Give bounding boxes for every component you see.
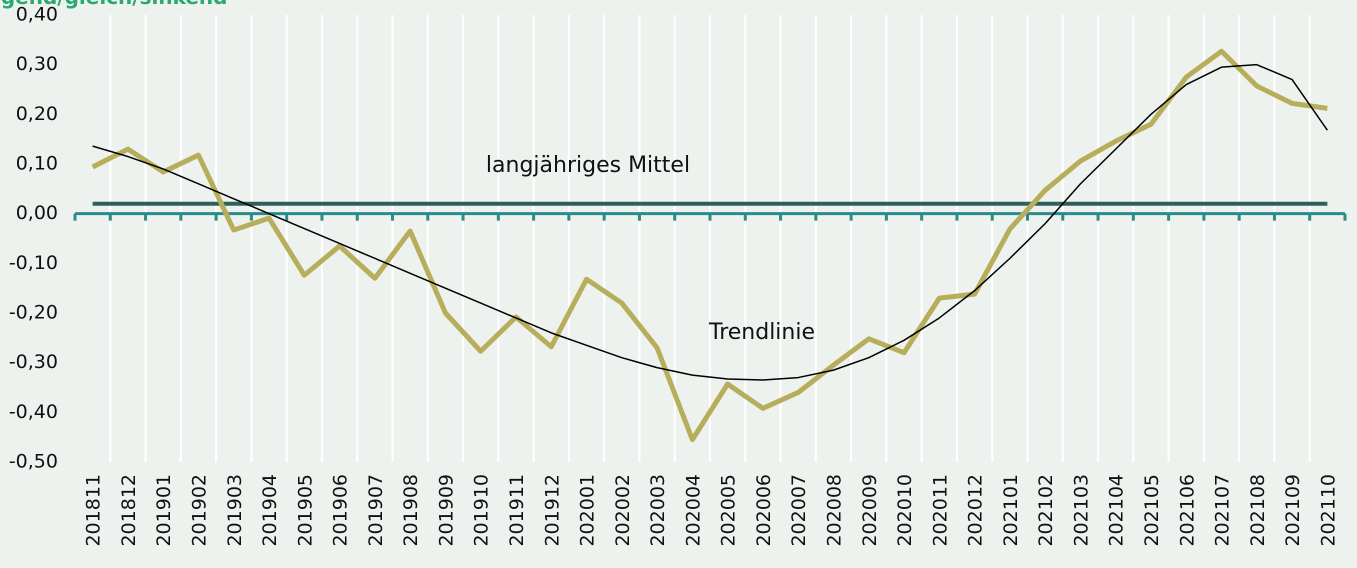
data-line [91, 48, 1328, 443]
x-tick-label: 202001 [577, 474, 599, 547]
x-tick-label: 202106 [1176, 474, 1198, 547]
x-tick-label: 202005 [718, 474, 740, 547]
x-tick-label: 202011 [929, 474, 951, 547]
y-tick-label: 0,00 [16, 202, 58, 224]
x-tick-label: 202104 [1106, 474, 1128, 547]
y-tick-label: 0,10 [16, 153, 58, 175]
y-tick-label: 0,30 [16, 53, 58, 75]
x-tick-label: 201906 [330, 474, 352, 547]
x-tick-label: 202109 [1282, 474, 1304, 547]
x-tick-label: 201912 [541, 474, 563, 547]
y-tick-label: 0,40 [16, 4, 58, 26]
x-tick-label: 202010 [894, 474, 916, 547]
x-tick-label: 202009 [859, 474, 881, 547]
chart-title: igend/gleich/sinkend [0, 0, 227, 9]
x-tick-label: 202003 [647, 474, 669, 547]
x-tick-label: 201909 [435, 474, 457, 547]
x-tick-label: 201904 [259, 474, 281, 547]
x-tick-label: 202110 [1317, 474, 1339, 547]
x-tick-label: 201901 [153, 474, 175, 547]
y-tick-label: -0,40 [9, 401, 58, 423]
x-tick-label: 201811 [83, 474, 105, 547]
x-tick-label: 201902 [188, 474, 210, 547]
x-tick-label: 202103 [1070, 474, 1092, 547]
x-tick-label: 202008 [823, 474, 845, 547]
x-tick-label: 201905 [294, 474, 316, 547]
x-tick-label: 202002 [612, 474, 634, 547]
y-tick-label: 0,20 [16, 103, 58, 125]
x-tick-label: 202102 [1035, 474, 1057, 547]
x-tick-label: 202108 [1247, 474, 1269, 547]
y-tick-label: -0,50 [9, 451, 58, 473]
y-tick-label: -0,10 [9, 252, 58, 274]
x-tick-label: 201908 [400, 474, 422, 547]
x-tick-label: 202101 [1000, 474, 1022, 547]
x-tick-label: 201910 [471, 474, 493, 547]
y-tick-label: -0,20 [9, 302, 58, 324]
x-tick-label: 201907 [365, 474, 387, 547]
x-tick-label: 201911 [506, 474, 528, 547]
trend-line [92, 63, 1328, 381]
x-tick-label: 201903 [224, 474, 246, 547]
annotation: langjähriges Mittel [486, 153, 690, 178]
x-tick-label: 202107 [1212, 474, 1234, 547]
y-tick-label: -0,30 [9, 351, 58, 373]
x-tick-label: 202006 [753, 474, 775, 547]
x-tick-label: 202007 [788, 474, 810, 547]
x-tick-label: 202012 [965, 474, 987, 547]
annotation: Trendlinie [708, 320, 815, 345]
x-tick-label: 202105 [1141, 474, 1163, 547]
x-tick-label: 202004 [682, 474, 704, 547]
x-tick-label: 201812 [118, 474, 140, 547]
